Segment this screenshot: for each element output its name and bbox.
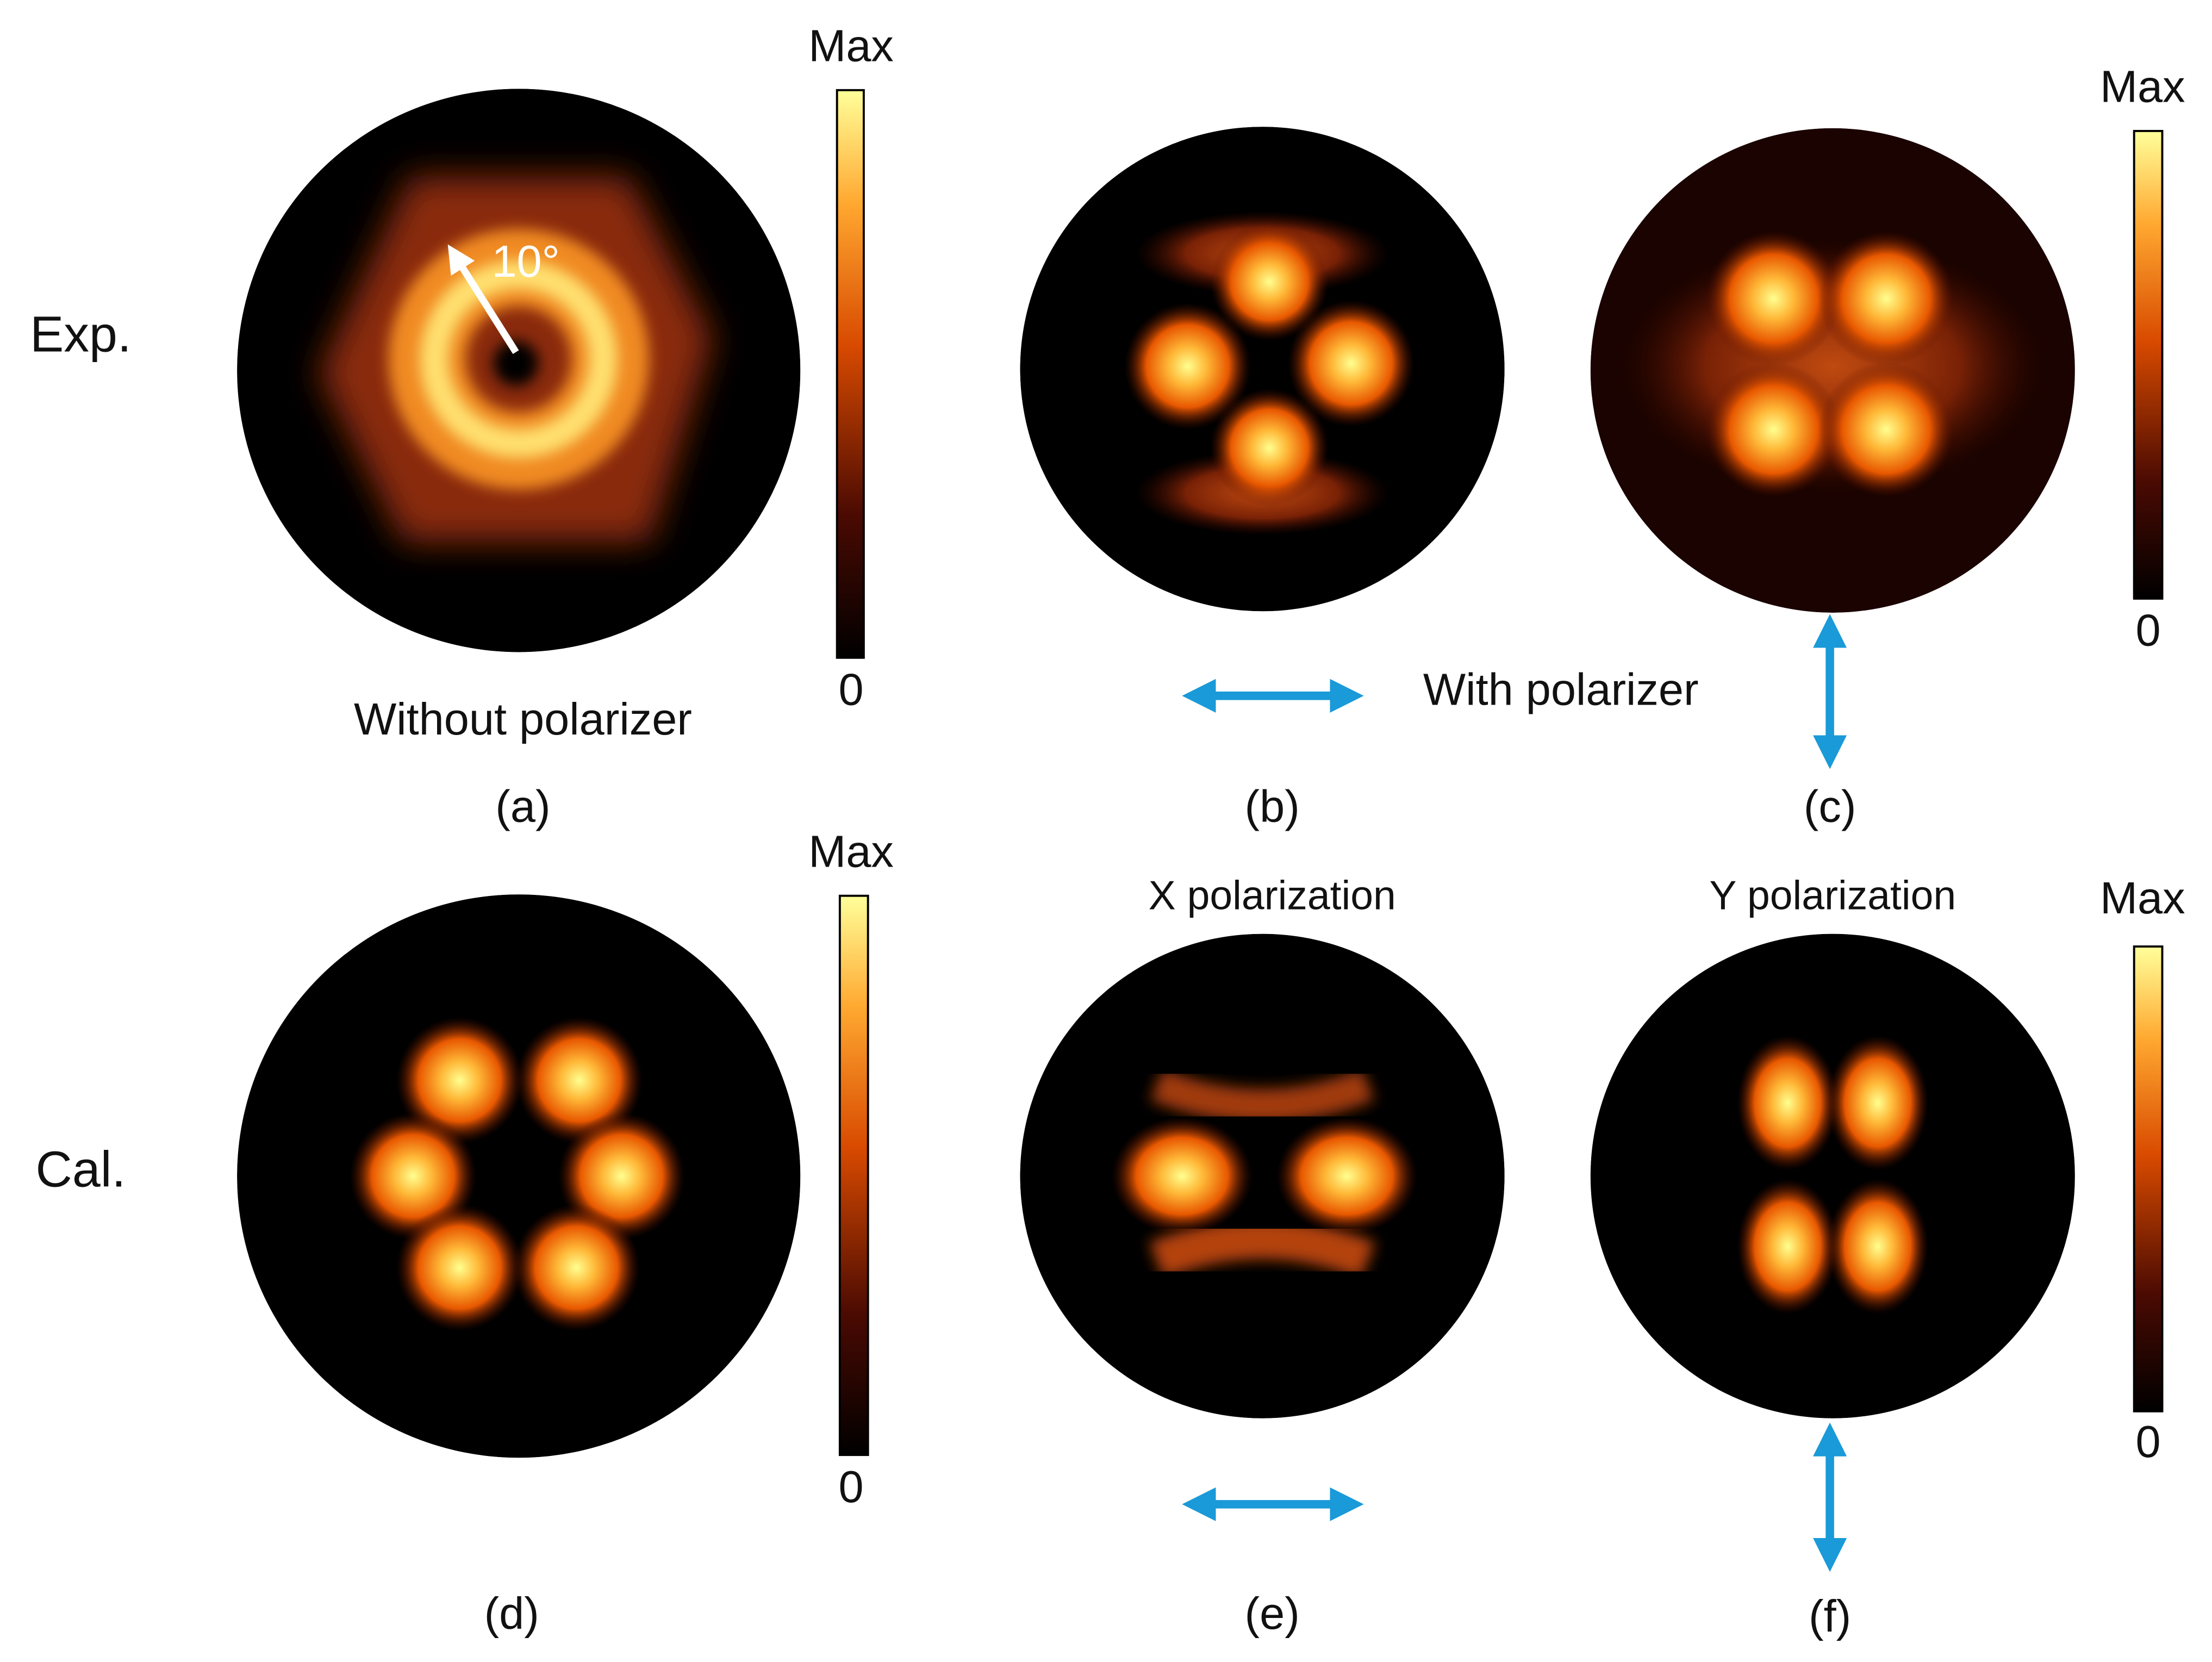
panel-label: (d) — [484, 1588, 539, 1639]
panel-label: (a) — [495, 781, 550, 832]
colorbar — [2133, 945, 2164, 1412]
colorbar-max: Max — [2100, 61, 2185, 112]
intensity-map-a — [237, 89, 801, 652]
angle-annotation: 10° — [491, 236, 559, 287]
caption: X polarization — [1149, 873, 1396, 918]
panel-label: (c) — [1804, 781, 1856, 832]
polarizer-arrows — [1182, 614, 1847, 1572]
colorbar-max: Max — [808, 21, 894, 71]
colorbar-min: 0 — [839, 664, 864, 715]
intensity-map-c — [1590, 128, 2075, 613]
intensity-map-e — [1020, 933, 1505, 1418]
intensity-map-d — [237, 894, 801, 1458]
caption: Without polarizer — [354, 694, 692, 744]
intensity-map-b — [1020, 127, 1505, 612]
colorbar-max: Max — [808, 826, 894, 876]
row-label: Cal. — [36, 1141, 126, 1198]
colorbar — [2133, 129, 2164, 600]
panel-label: (e) — [1245, 1588, 1300, 1639]
colorbar-max: Max — [2100, 873, 2185, 923]
caption: Y polarization — [1709, 873, 1956, 918]
panel-label: (f) — [1809, 1591, 1851, 1641]
caption: With polarizer — [1423, 664, 1699, 715]
colorbar-min: 0 — [839, 1461, 864, 1512]
intensity-map-f — [1590, 933, 2075, 1418]
colorbar-min: 0 — [2136, 1416, 2161, 1467]
colorbar — [836, 89, 865, 659]
colorbar-min: 0 — [2136, 605, 2161, 656]
row-label: Exp. — [30, 306, 132, 362]
colorbar — [838, 894, 869, 1456]
panel-label: (b) — [1245, 781, 1300, 832]
